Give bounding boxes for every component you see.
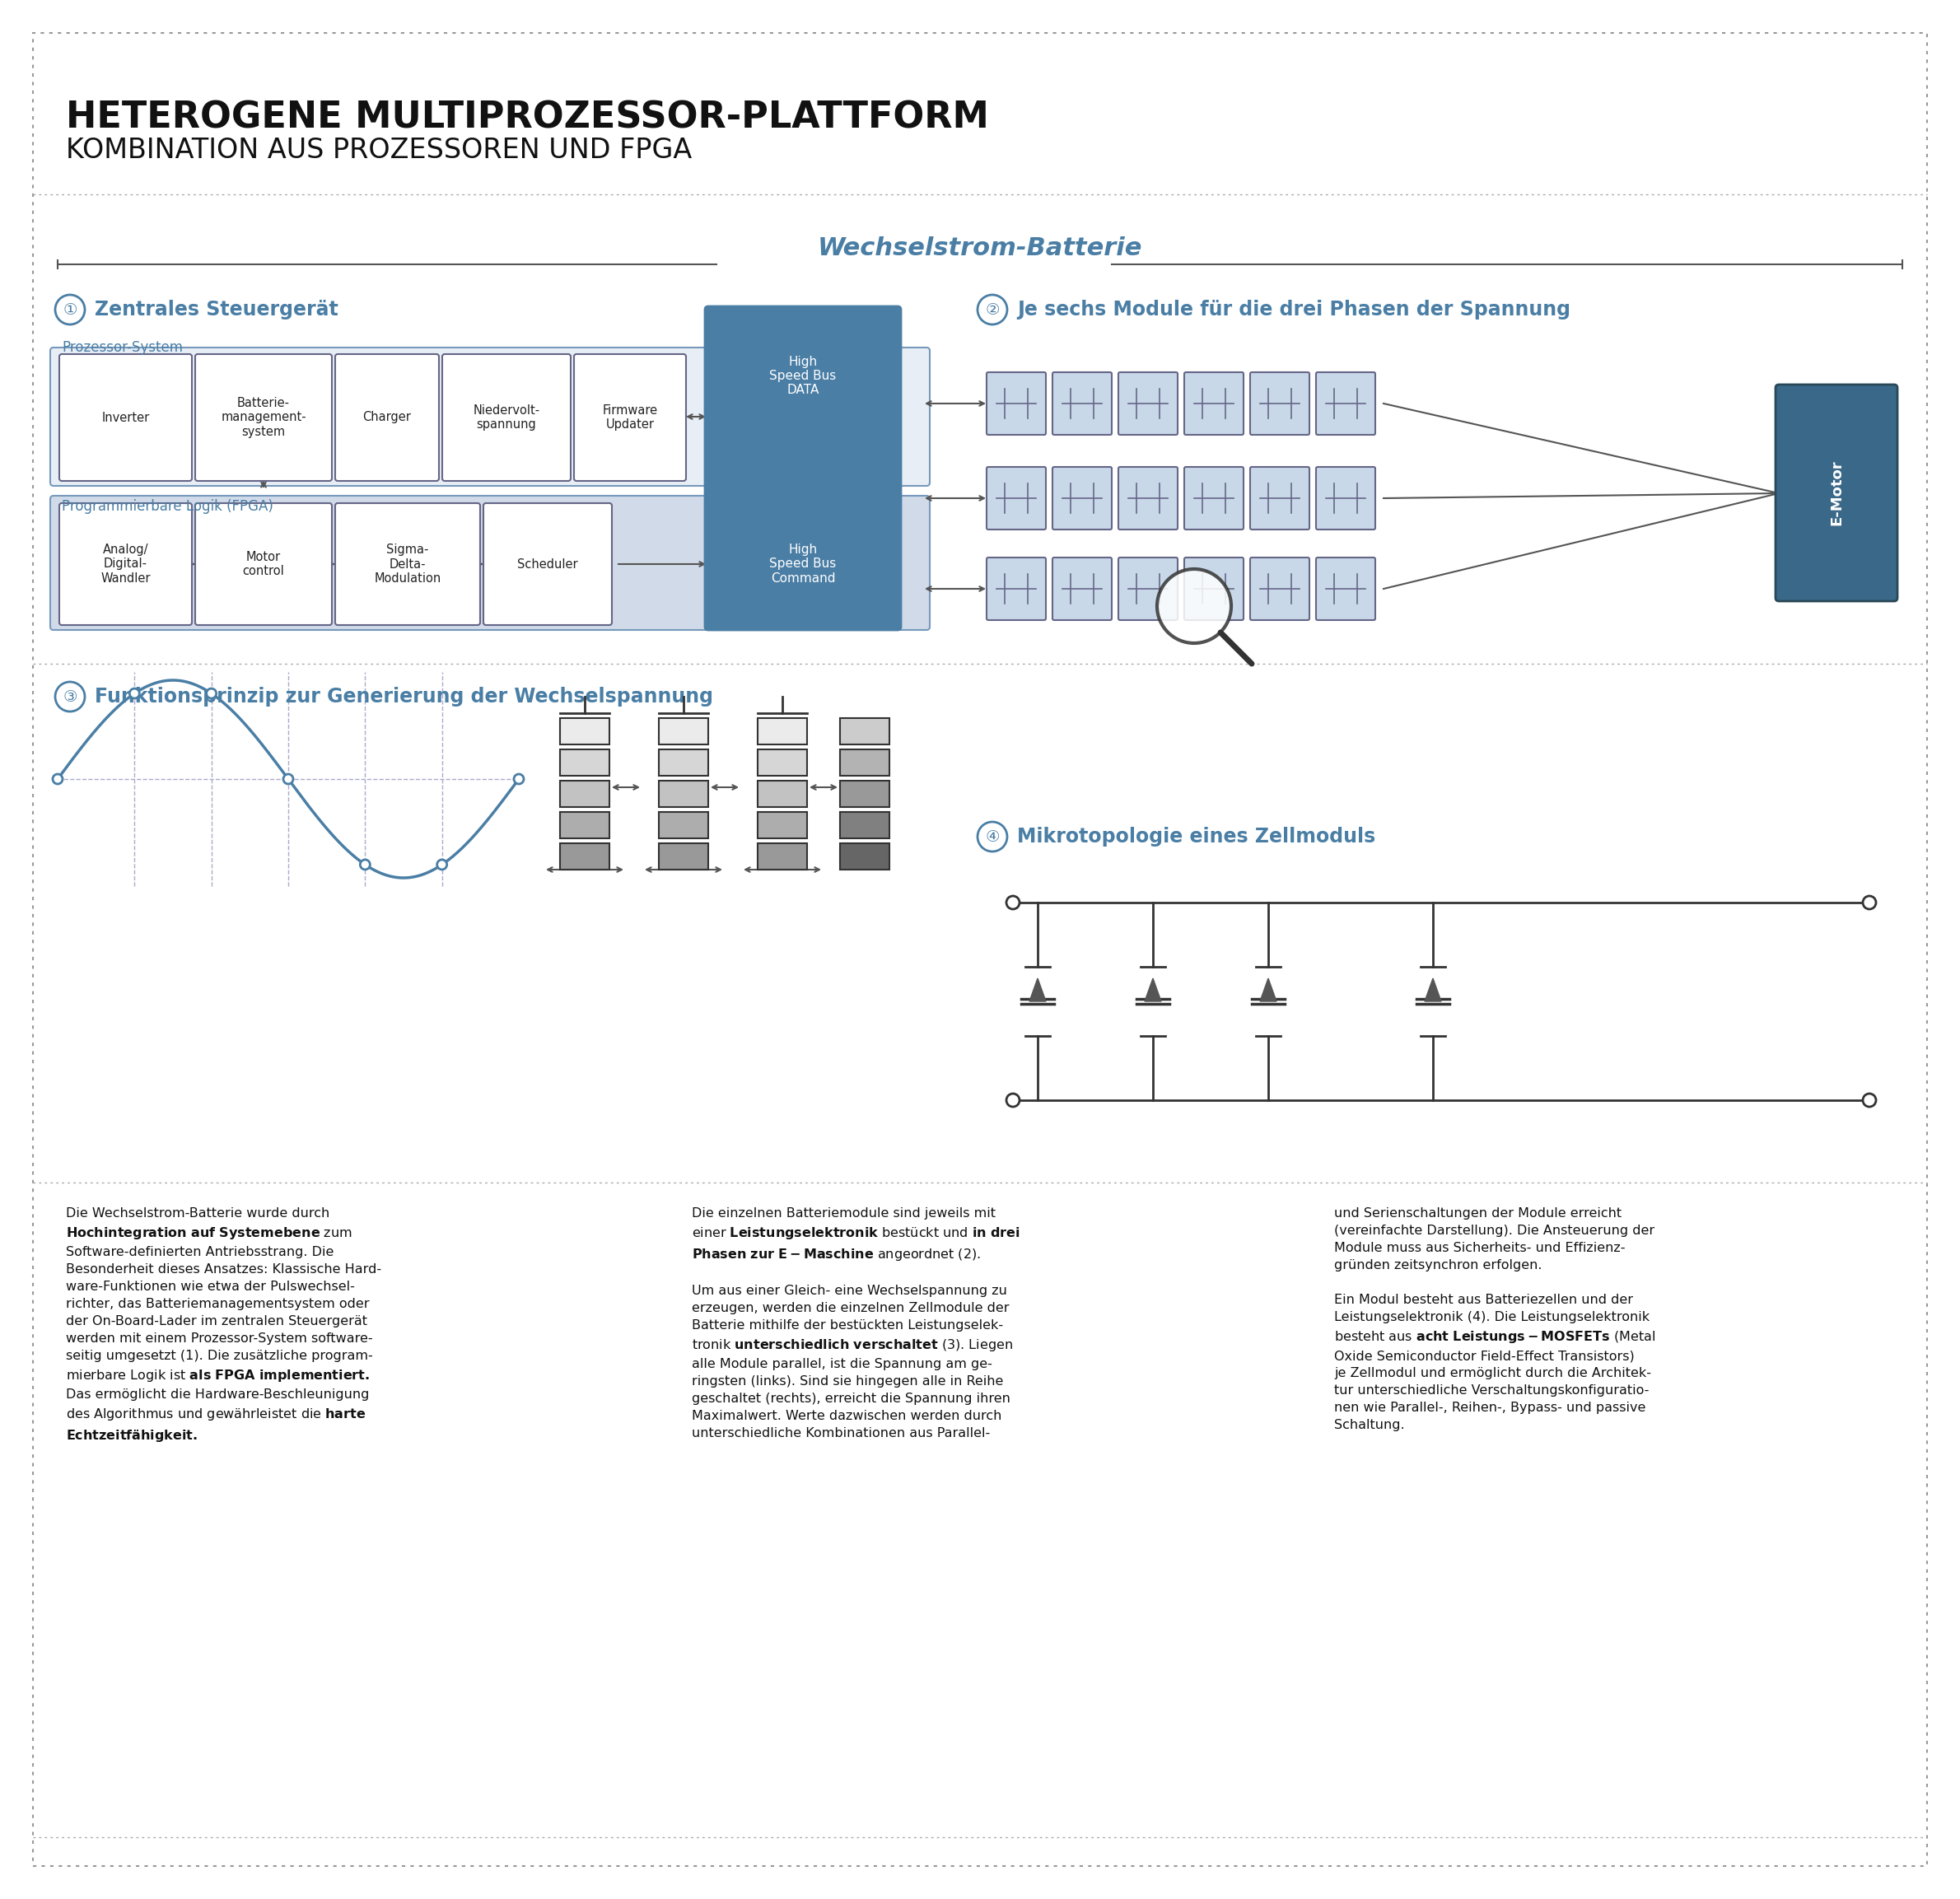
FancyBboxPatch shape (1250, 558, 1309, 621)
Text: Scheduler: Scheduler (517, 558, 578, 570)
Bar (659, 718, 708, 744)
Text: Funktionsprinzip zur Generierung der Wechselspannung: Funktionsprinzip zur Generierung der Wec… (94, 687, 713, 706)
Polygon shape (1425, 978, 1441, 1001)
Text: ③: ③ (63, 689, 76, 705)
FancyBboxPatch shape (335, 503, 480, 625)
Circle shape (1862, 1094, 1876, 1107)
FancyBboxPatch shape (1184, 467, 1243, 530)
Text: Sigma-
Delta-
Modulation: Sigma- Delta- Modulation (374, 543, 441, 585)
Text: HETEROGENE MULTIPROZESSOR-PLATTFORM: HETEROGENE MULTIPROZESSOR-PLATTFORM (67, 99, 990, 135)
Bar (561, 843, 610, 870)
Bar (841, 780, 890, 807)
Circle shape (129, 689, 139, 699)
FancyBboxPatch shape (986, 558, 1047, 621)
Text: ②: ② (986, 302, 1000, 317)
Text: Programmierbare Logik (FPGA): Programmierbare Logik (FPGA) (63, 499, 272, 515)
FancyBboxPatch shape (51, 348, 929, 486)
Circle shape (284, 775, 294, 784)
FancyBboxPatch shape (1250, 467, 1309, 530)
Bar (759, 750, 808, 775)
Bar (759, 843, 808, 870)
FancyBboxPatch shape (986, 467, 1047, 530)
FancyBboxPatch shape (1250, 372, 1309, 435)
Bar (659, 780, 708, 807)
FancyBboxPatch shape (1184, 558, 1243, 621)
Bar (561, 813, 610, 837)
Text: High
Speed Bus
Command: High Speed Bus Command (770, 543, 837, 585)
FancyBboxPatch shape (1119, 558, 1178, 621)
Text: E-Motor: E-Motor (1829, 460, 1844, 526)
Text: Prozessor-System: Prozessor-System (63, 340, 182, 355)
FancyBboxPatch shape (335, 353, 439, 480)
Polygon shape (1260, 978, 1276, 1001)
FancyBboxPatch shape (986, 372, 1047, 435)
FancyBboxPatch shape (484, 503, 612, 625)
Text: ①: ① (63, 302, 76, 317)
Bar (659, 813, 708, 837)
FancyBboxPatch shape (574, 353, 686, 480)
Polygon shape (1029, 978, 1047, 1001)
Bar (561, 718, 610, 744)
FancyBboxPatch shape (1776, 385, 1897, 602)
Text: Die Wechselstrom-Batterie wurde durch
$\bf{Hochintegration\ auf\ Systemebene}$ z: Die Wechselstrom-Batterie wurde durch $\… (67, 1208, 382, 1443)
Text: Batterie-
management-
system: Batterie- management- system (221, 397, 306, 439)
Circle shape (53, 775, 63, 784)
Text: Firmware
Updater: Firmware Updater (602, 404, 659, 431)
Bar (759, 718, 808, 744)
Text: Niedervolt-
spannung: Niedervolt- spannung (472, 404, 539, 431)
FancyBboxPatch shape (51, 496, 929, 630)
Bar (841, 750, 890, 775)
Circle shape (206, 689, 216, 699)
FancyBboxPatch shape (59, 353, 192, 480)
FancyBboxPatch shape (1315, 467, 1376, 530)
FancyBboxPatch shape (706, 498, 902, 630)
Bar (759, 780, 808, 807)
Text: Die einzelnen Batteriemodule sind jeweils mit
einer $\bf{Leistungselektronik}$ b: Die einzelnen Batteriemodule sind jeweil… (692, 1208, 1019, 1439)
Text: Mikrotopologie eines Zellmoduls: Mikrotopologie eines Zellmoduls (1017, 826, 1376, 847)
Circle shape (1156, 570, 1231, 644)
FancyBboxPatch shape (1184, 372, 1243, 435)
Circle shape (1005, 1094, 1019, 1107)
Bar (561, 750, 610, 775)
Text: Zentrales Steuergerät: Zentrales Steuergerät (94, 300, 339, 319)
FancyBboxPatch shape (1053, 558, 1111, 621)
Bar (659, 750, 708, 775)
FancyBboxPatch shape (196, 503, 331, 625)
Text: Je sechs Module für die drei Phasen der Spannung: Je sechs Module für die drei Phasen der … (1017, 300, 1570, 319)
Bar (561, 780, 610, 807)
Text: Motor
control: Motor control (243, 551, 284, 577)
Bar (841, 843, 890, 870)
Bar (759, 813, 808, 837)
FancyBboxPatch shape (1315, 372, 1376, 435)
Text: Wechselstrom-Batterie: Wechselstrom-Batterie (817, 235, 1143, 260)
Bar (659, 843, 708, 870)
Text: KOMBINATION AUS PROZESSOREN UND FPGA: KOMBINATION AUS PROZESSOREN UND FPGA (67, 137, 692, 163)
FancyBboxPatch shape (1119, 467, 1178, 530)
Circle shape (514, 775, 523, 784)
FancyBboxPatch shape (1315, 558, 1376, 621)
Text: Analog/
Digital-
Wandler: Analog/ Digital- Wandler (100, 543, 151, 585)
Bar (841, 813, 890, 837)
Text: und Serienschaltungen der Module erreicht
(vereinfachte Darstellung). Die Ansteu: und Serienschaltungen der Module erreich… (1335, 1208, 1656, 1432)
Text: ④: ④ (986, 828, 1000, 845)
FancyBboxPatch shape (706, 306, 902, 503)
Text: High
Speed Bus
DATA: High Speed Bus DATA (770, 355, 837, 397)
Bar (841, 718, 890, 744)
FancyBboxPatch shape (1053, 372, 1111, 435)
FancyBboxPatch shape (1119, 372, 1178, 435)
FancyBboxPatch shape (59, 503, 192, 625)
Circle shape (1862, 896, 1876, 910)
FancyBboxPatch shape (196, 353, 331, 480)
FancyBboxPatch shape (1053, 467, 1111, 530)
Circle shape (437, 860, 447, 870)
Circle shape (361, 860, 370, 870)
Circle shape (1005, 896, 1019, 910)
FancyBboxPatch shape (443, 353, 570, 480)
Text: Charger: Charger (363, 412, 412, 423)
Text: Inverter: Inverter (102, 412, 149, 423)
Polygon shape (1145, 978, 1160, 1001)
